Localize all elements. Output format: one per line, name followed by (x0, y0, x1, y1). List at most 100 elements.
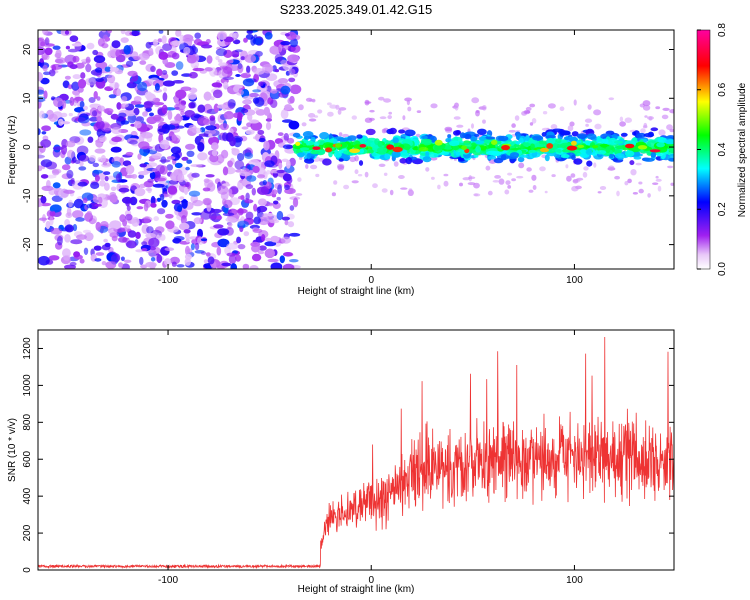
spectrogram-cell (264, 241, 277, 247)
spectrogram-cell (93, 55, 106, 63)
spectrogram-cell (277, 132, 284, 137)
spectrogram-cell (134, 104, 145, 108)
spectrogram-cell (530, 143, 535, 150)
spectrogram-cell (246, 30, 254, 34)
spectrogram-cell (72, 224, 78, 232)
spectrogram-cell (171, 52, 180, 60)
spectrogram-cell (175, 30, 182, 37)
spectrogram-cell (257, 250, 265, 255)
spectrogram-cell (379, 116, 387, 120)
spectrogram-cell (183, 229, 191, 234)
spectrogram-cell (73, 251, 81, 258)
spectrogram-cell (667, 165, 674, 169)
spectrogram-cell (354, 169, 359, 175)
spectrogram-cell (615, 145, 624, 150)
spectrogram-cell (126, 205, 131, 212)
spectrogram-cell (649, 149, 661, 153)
spectrogram-cell (164, 247, 175, 251)
spectrogram-cell (513, 143, 520, 147)
spectrogram-cell (253, 68, 265, 75)
spectrogram-cell (233, 85, 240, 93)
spectrogram-cell (597, 191, 602, 194)
spectrogram-cell (104, 242, 111, 248)
spectrogram-cell (455, 151, 461, 156)
snr-y-tick-label: 0 (22, 567, 33, 573)
spectrogram-cell (287, 54, 300, 63)
spectrogram-cell (384, 140, 392, 144)
spectrogram-cell (338, 158, 344, 162)
spectrogram-cell (116, 88, 121, 96)
spectrogram-cell (383, 98, 392, 103)
spectrogram-cell (609, 153, 614, 159)
spectrogram-cell (41, 125, 51, 132)
spectrogram-cell (226, 59, 234, 64)
spectrogram-cell (369, 109, 375, 113)
spectrogram-cell (170, 146, 182, 155)
spectrogram-cell (197, 152, 208, 161)
spectrogram-cell (79, 129, 92, 136)
spectrogram-cell (257, 186, 269, 196)
spectrogram-cell (405, 157, 413, 165)
snr-x-tick-label: 100 (566, 575, 583, 586)
spectrogram-cell (161, 35, 167, 44)
spectrogram-cell (204, 179, 214, 188)
spectrogram-cell (38, 165, 43, 172)
spectrogram-cell (313, 141, 320, 147)
spectrogram-cell (542, 111, 548, 115)
spectrogram-cell (669, 145, 674, 154)
spectrogram-cell (453, 116, 461, 120)
spectrogram-cell (52, 111, 63, 120)
spectrogram-cell (364, 171, 369, 178)
spectrogram-cell (474, 133, 480, 137)
spectrogram-cell (227, 99, 236, 109)
spectrogram-cell (68, 199, 73, 208)
spectrogram-cell (242, 263, 250, 269)
spectrogram-cell (624, 181, 629, 186)
spectrogram-cell (179, 196, 185, 200)
spectrogram-cell (209, 117, 216, 127)
spectrogram-cell (182, 38, 195, 42)
spectrogram-cell (644, 115, 648, 118)
spectrogram-cell (440, 151, 450, 156)
spectrogram-cell (276, 210, 284, 221)
spectrogram-cell (142, 111, 148, 117)
spectrogram-cell (55, 49, 62, 59)
spectrogram-cell (288, 68, 296, 76)
spectrogram-cell (526, 167, 532, 172)
spectrogram-cell (280, 59, 287, 65)
spectrogram-cell (93, 245, 102, 251)
spectrogram-cell (544, 190, 548, 194)
spectrogram-cell (484, 136, 496, 140)
spectrogram-cell (337, 165, 345, 171)
spectrogram-cell (222, 132, 229, 142)
spectrogram-cell (101, 30, 106, 33)
spectrogram-cell (67, 149, 75, 159)
spectrogram-cell (152, 168, 159, 172)
spectrogram-cell (40, 202, 52, 207)
spectrogram-cell (190, 243, 195, 251)
spectrogram-cell (453, 158, 457, 161)
spectrogram-cell (498, 135, 509, 142)
snr-y-tick-label: 600 (22, 450, 33, 467)
spectrogram-cell (507, 185, 512, 189)
spectrogram-cell (333, 151, 342, 158)
snr-y-label: SNR (10 * v/v) (7, 418, 18, 482)
spectrogram-cell (235, 254, 242, 262)
spectrogram-cell (125, 240, 137, 249)
spectrogram-cell (154, 102, 165, 106)
spectrogram-cell (381, 188, 388, 193)
spectrogram-cell (191, 212, 202, 216)
spectrogram-cell (284, 184, 290, 190)
spectrogram-cell (194, 242, 200, 251)
spectrogram-cell (289, 84, 302, 95)
spectrogram-cell (223, 66, 233, 75)
spectrogram-cell (184, 253, 192, 260)
spectrogram-cell (96, 96, 101, 101)
spectrogram-cell (99, 180, 106, 187)
spectrogram-cell (94, 174, 100, 182)
spectrogram-cell (357, 174, 363, 177)
spectrogram-cell (398, 175, 405, 179)
spectrogram-cell (137, 153, 142, 160)
spectrogram-cell (149, 171, 156, 180)
spectrogram-cell (46, 109, 54, 120)
